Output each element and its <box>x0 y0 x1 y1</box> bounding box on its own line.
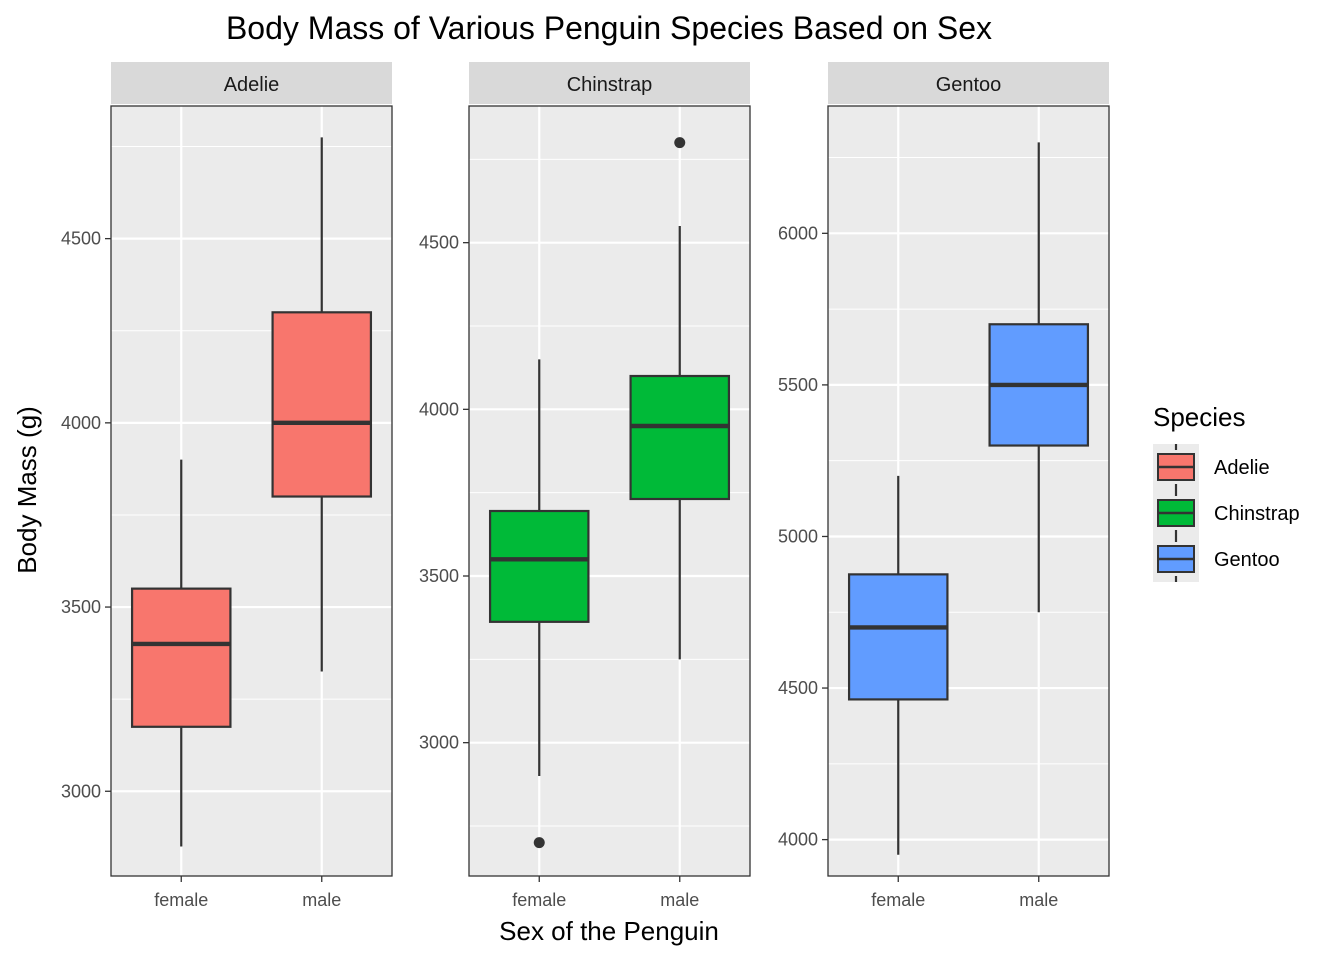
legend-item-chinstrap: Chinstrap <box>1153 490 1300 536</box>
facet-strip-label: Gentoo <box>936 74 1002 96</box>
x-tick-label: female <box>154 890 208 910</box>
box-iqr <box>130 587 232 728</box>
facet-strip <box>111 62 392 104</box>
y-tick-label: 4500 <box>61 229 101 249</box>
x-tick-label: male <box>1019 890 1058 910</box>
box-male <box>988 142 1090 613</box>
facet-strip <box>469 62 750 104</box>
y-tick-label: 3000 <box>419 733 459 753</box>
y-tick-label: 3500 <box>61 597 101 617</box>
panel-border <box>110 105 393 877</box>
legend-label: Chinstrap <box>1214 503 1300 525</box>
box-male <box>629 137 731 660</box>
x-axis-title: Sex of the Penguin <box>499 916 719 946</box>
facet-strip-label: Adelie <box>224 74 280 96</box>
panel-border <box>827 105 1110 877</box>
y-tick-label: 5000 <box>778 526 818 546</box>
legend-item-adelie: Adelie <box>1153 444 1270 490</box>
box-female <box>130 459 232 847</box>
y-axis-title: Body Mass (g) <box>12 406 42 574</box>
box-iqr <box>271 311 373 498</box>
box-female <box>488 359 590 849</box>
box-iqr <box>488 509 590 623</box>
facet-gentoo: Gentoo 4000 4500 5000 5500 6000 female male <box>778 62 1110 910</box>
facet-strip-label: Chinstrap <box>567 74 653 96</box>
facet-strip <box>828 62 1109 104</box>
y-tick-label: 4000 <box>419 399 459 419</box>
y-tick-label: 3000 <box>61 781 101 801</box>
box-male <box>271 137 373 672</box>
y-tick-label: 4000 <box>778 830 818 850</box>
y-tick-label: 6000 <box>778 223 818 243</box>
x-tick-label: female <box>871 890 925 910</box>
box-iqr <box>847 573 949 701</box>
panel-border <box>468 105 751 877</box>
outlier-point <box>674 137 686 149</box>
legend-label: Adelie <box>1214 457 1270 479</box>
legend: Species Adelie Chinstrap Gentoo <box>1153 402 1300 582</box>
legend-label: Gentoo <box>1214 549 1280 571</box>
panel-background <box>828 106 1109 876</box>
legend-item-gentoo: Gentoo <box>1153 536 1280 582</box>
x-tick-label: female <box>512 890 566 910</box>
facet-chinstrap: Chinstrap 3000 3500 4000 4500 female male <box>419 62 751 910</box>
chart-title: Body Mass of Various Penguin Species Bas… <box>226 10 992 46</box>
x-tick-label: male <box>660 890 699 910</box>
facet-adelie: Adelie 3000 3500 4000 4500 female male <box>61 62 393 910</box>
y-tick-label: 4000 <box>61 413 101 433</box>
y-tick-label: 4500 <box>778 678 818 698</box>
legend-title: Species <box>1153 402 1246 432</box>
outlier-point <box>533 837 545 849</box>
box-female <box>847 475 949 855</box>
y-tick-label: 5500 <box>778 375 818 395</box>
y-tick-label: 3500 <box>419 566 459 586</box>
y-tick-label: 4500 <box>419 233 459 253</box>
box-iqr <box>629 374 731 501</box>
x-tick-label: male <box>302 890 341 910</box>
